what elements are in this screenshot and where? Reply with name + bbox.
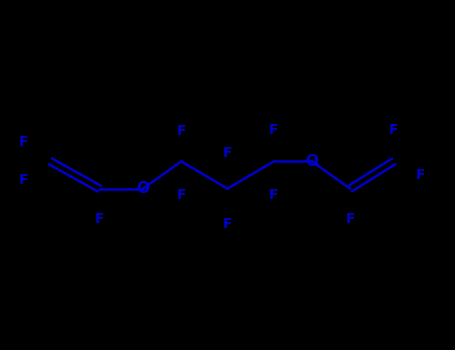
Text: F: F [269, 123, 278, 137]
Text: F: F [345, 211, 355, 225]
Text: F: F [95, 211, 104, 225]
Text: F: F [19, 174, 29, 188]
Text: F: F [223, 217, 232, 231]
Text: F: F [389, 123, 399, 137]
Text: F: F [19, 135, 29, 149]
Text: F: F [415, 168, 425, 182]
Text: O: O [136, 181, 150, 196]
Text: O: O [305, 154, 318, 169]
Text: F: F [177, 125, 186, 139]
Text: F: F [223, 146, 232, 160]
Text: F: F [269, 188, 278, 202]
Text: F: F [177, 188, 186, 202]
